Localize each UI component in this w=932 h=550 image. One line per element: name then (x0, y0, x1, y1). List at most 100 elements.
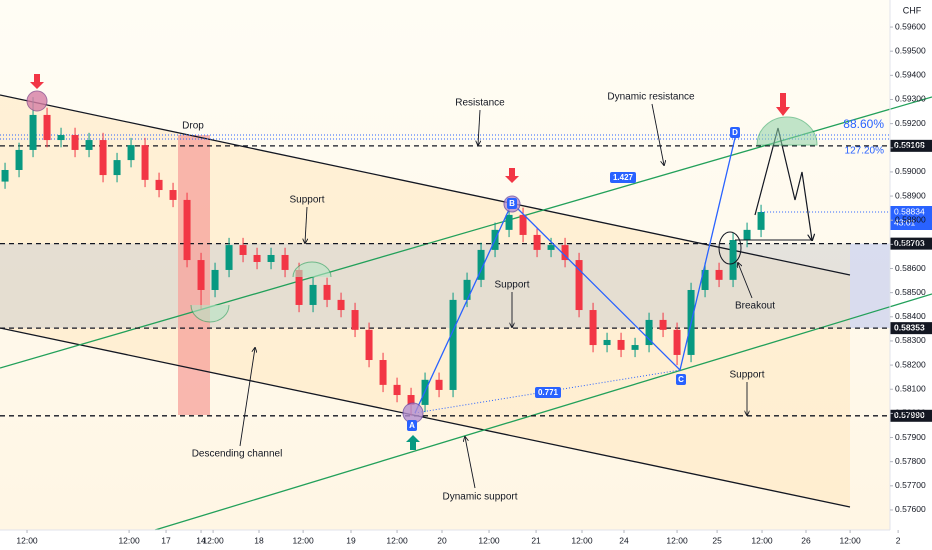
candle-body (1, 169, 9, 182)
candle-body (169, 190, 177, 200)
x-tick-label: 18 (254, 535, 264, 545)
y-tick-label: 0.57800 (895, 456, 926, 466)
pointer (465, 437, 476, 489)
candle-body (281, 254, 289, 270)
y-tick-label: 0.59200 (895, 118, 926, 128)
candle-body (547, 245, 555, 250)
annotation: Support (289, 195, 324, 206)
level-label: 0.57990 (894, 410, 925, 420)
candle-body (561, 245, 569, 261)
candle-body (99, 140, 107, 176)
annotation: Descending channel (192, 449, 283, 460)
pointer (651, 103, 664, 165)
y-tick-label: 0.59100 (895, 142, 926, 152)
dynamic-support-line (154, 293, 932, 531)
level-box (890, 139, 932, 152)
y-tick-label: 0.58800 (895, 214, 926, 224)
arc (190, 304, 230, 323)
level-label: 0.59108 (894, 140, 925, 150)
zone (850, 243, 890, 329)
candle-body (589, 310, 597, 346)
y-tick-label: 0.58300 (895, 335, 926, 345)
x-tick-label: 2 (896, 535, 901, 545)
pattern-line (414, 137, 736, 414)
candle-body (253, 254, 261, 262)
x-tick-label: 14 (196, 535, 206, 545)
x-tick-label: 12:00 (16, 535, 38, 545)
candle-body (295, 269, 303, 305)
y-tick-label: 0.59000 (895, 166, 926, 176)
zone (0, 243, 850, 329)
fib-label: 88.60% (843, 117, 884, 131)
candle-body (113, 160, 121, 176)
x-tick-label: 12:00 (751, 535, 773, 545)
y-tick-label: 0.58700 (895, 239, 926, 249)
candle-body (435, 379, 443, 390)
candle-body (729, 240, 737, 280)
channel-lower (0, 327, 851, 508)
ratio-label: 0.771 (538, 388, 559, 397)
candle-body (715, 269, 723, 280)
y-tick-label: 0.59500 (895, 45, 926, 55)
candle-body (309, 284, 317, 305)
y-tick-label: 0.59300 (895, 94, 926, 104)
candle-body (197, 260, 205, 290)
candle-body (519, 214, 527, 235)
annotation: Support (494, 280, 529, 291)
y-tick-label: 0.58100 (895, 383, 926, 393)
candle-body (477, 249, 485, 280)
candle-body (463, 279, 471, 300)
annotation: Support (729, 370, 764, 381)
level-label: 0.58703 (894, 238, 925, 248)
level-box (890, 237, 932, 250)
candle-body (365, 329, 373, 361)
point-box (507, 198, 517, 209)
point-label: C (678, 375, 684, 384)
x-tick-label: 12:00 (292, 535, 314, 545)
pointer (305, 206, 307, 243)
annotation: Dynamic resistance (607, 92, 695, 103)
x-tick-label: 12:00 (839, 535, 861, 545)
x-tick-label: 25 (712, 535, 722, 545)
y-tick-label: 0.57600 (895, 504, 926, 514)
arrow-down (505, 168, 519, 183)
zones (0, 243, 890, 329)
candle-body (701, 269, 709, 290)
channel-upper (0, 94, 851, 276)
point-label: B (509, 199, 515, 208)
y-tick-label: 0.59600 (895, 21, 926, 31)
point-box (730, 127, 740, 138)
x-tick-label: 20 (437, 535, 447, 545)
last-price-label: 0.58834 (894, 206, 925, 216)
candle-body (127, 145, 135, 161)
annotation: Breakout (735, 301, 775, 312)
candle-body (225, 245, 233, 270)
point-label: D (732, 128, 738, 137)
y-tick-label: 0.58000 (895, 408, 926, 418)
y-tick-label: 0.58600 (895, 263, 926, 273)
level-box (890, 409, 932, 422)
levels: 0.59108 0.58703 0.58353 0.57990 (0, 139, 932, 422)
candle-body (617, 339, 625, 350)
ratio-box (610, 172, 636, 183)
projection (754, 127, 812, 240)
reversal-arc (756, 116, 818, 146)
candle-body (603, 339, 611, 346)
y-tick-label: 0.58900 (895, 190, 926, 200)
candle-body (323, 284, 331, 300)
drop-zone (178, 135, 210, 415)
candle-body (141, 145, 149, 180)
annotation: Resistance (455, 98, 505, 109)
annotation: Drop (182, 121, 204, 132)
x-tick-label: 26 (801, 535, 811, 545)
pointer (239, 348, 255, 447)
candle-body (757, 212, 765, 230)
candle-body (15, 149, 23, 170)
candle-body (57, 134, 65, 141)
candle-body (407, 395, 415, 405)
candle-body (71, 134, 79, 150)
ratio-label: 1.427 (613, 173, 634, 182)
point-label: A (409, 421, 415, 430)
candle-body (645, 319, 653, 346)
